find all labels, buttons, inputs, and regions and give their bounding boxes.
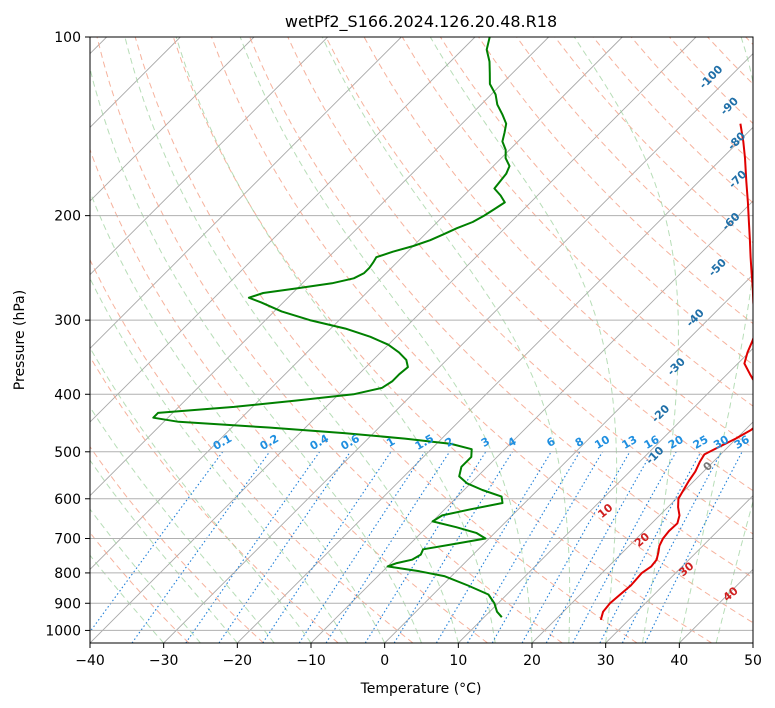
mixing-ratio-line [185,451,321,643]
isotherm-line [90,37,549,497]
isotherm-line [90,37,402,349]
isotherm-line [90,37,476,423]
isotherm-line [90,37,697,643]
temperature-profile-line [599,123,753,621]
y-axis-label: Pressure (hPa) [12,290,28,390]
dry-adiabat-line [96,37,563,643]
mixing-ratio-line [644,451,743,643]
y-tick-label: 200 [54,209,81,225]
y-tick-label: 400 [54,387,81,403]
moist-adiabat-line [90,190,386,643]
moist-adiabat-line [715,499,753,643]
dry-adiabat-line [134,37,638,643]
mixing-ratio-line [131,451,271,643]
y-tick-label: 300 [54,313,81,329]
y-tick-label: 500 [54,445,81,461]
moist-adiabat-line [678,37,753,643]
y-tick-label: 100 [54,30,81,46]
isotherm-line [163,53,753,643]
x-tick-label: −10 [296,653,326,669]
isotherm-line [458,347,753,643]
moist-adiabat-line [239,37,533,643]
y-tick-label: 800 [54,566,81,582]
plot-frame [89,36,754,644]
mixing-ratio-line [325,451,451,643]
mixing-ratio-line [545,451,653,643]
moist-adiabat-line [429,37,618,643]
mixing-ratio-line [572,451,677,643]
mixing-ratio-line [262,451,392,643]
y-tick-label: 900 [54,596,81,612]
x-tick-label: 20 [523,653,541,669]
mixing-ratio-line [364,451,487,643]
moist-adiabat-line [90,508,201,643]
chart-title: wetPf2_S166.2024.126.20.48.R18 [285,12,557,32]
dry-adiabat-line [211,37,753,624]
isotherm-line [531,421,753,643]
x-tick-label: 50 [744,653,762,669]
dry-adiabat-line [90,445,264,643]
y-tick-label: 600 [54,492,81,508]
dry-adiabat-line [325,37,753,492]
x-tick-label: −30 [149,653,179,669]
moist-adiabat-line [321,37,571,643]
isotherm-line [384,274,753,643]
x-tick-label: 40 [670,653,688,669]
moist-adiabat-line [90,66,422,643]
mixing-ratio-line [298,451,426,643]
moist-adiabat-line [175,37,496,643]
dry-adiabat-line [90,355,339,643]
x-axis-label: Temperature (°C) [360,681,482,697]
dewpoint-profile-line [152,37,511,618]
mixing-ratio-line [521,451,631,643]
moist-adiabat-line [124,37,459,643]
dry-adiabat-line [249,37,753,579]
isotherm-line [90,37,623,570]
dry-adiabat-line [172,37,712,643]
isotherm-line [90,37,255,202]
x-tick-label: −40 [75,653,105,669]
y-tick-label: 700 [54,532,81,548]
x-tick-label: −20 [223,653,253,669]
dry-adiabat-line [516,37,753,284]
x-tick-label: 30 [597,653,615,669]
moist-adiabat-line [573,37,679,643]
mixing-ratio-line [90,451,224,633]
dry-adiabat-line [90,258,414,643]
mixing-ratio-line [218,451,351,643]
isotherm-line [90,37,328,276]
mixing-ratio-line [435,451,552,643]
moist-adiabat-line [90,459,238,643]
y-tick-label: 1000 [45,623,81,639]
x-tick-label: 10 [449,653,467,669]
x-tick-label: 0 [380,653,389,669]
isotherm-line [605,495,753,643]
mixing-ratio-line [599,451,702,643]
